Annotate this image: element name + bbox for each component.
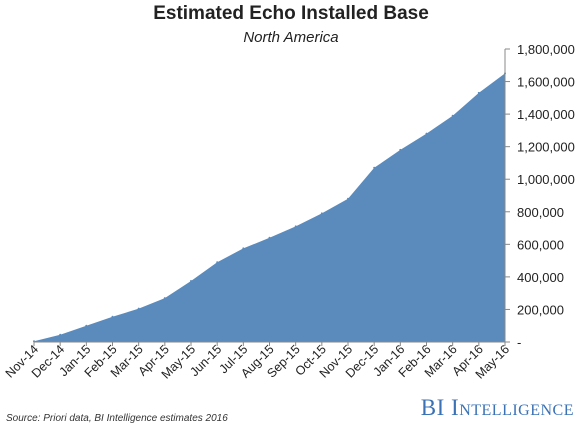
source-note: Source: Priori data, BI Intelligence est… xyxy=(6,413,228,424)
chart-title: Estimated Echo Installed Base xyxy=(153,3,429,24)
y-tick-label: 800,000 xyxy=(517,205,564,220)
data-point xyxy=(242,247,245,250)
data-point xyxy=(137,307,140,310)
data-point xyxy=(320,212,323,215)
data-point xyxy=(347,197,349,200)
data-point xyxy=(294,225,297,228)
data-point xyxy=(268,236,271,239)
data-point xyxy=(111,315,114,318)
y-tick-label: 200,000 xyxy=(517,302,564,317)
data-point xyxy=(451,114,454,117)
y-tick-label: 1,800,000 xyxy=(517,42,575,57)
data-point xyxy=(477,91,480,94)
area-series xyxy=(34,73,505,343)
y-tick-label: - xyxy=(517,335,521,350)
data-point xyxy=(190,280,192,282)
y-tick-label: 600,000 xyxy=(517,237,564,252)
brand-logo: BI Intelligence xyxy=(420,395,574,420)
y-tick-label: 1,400,000 xyxy=(517,107,575,122)
y-tick-label: 400,000 xyxy=(517,270,564,285)
data-point xyxy=(425,132,428,135)
data-point xyxy=(399,148,402,151)
data-point xyxy=(163,297,166,300)
data-point xyxy=(85,324,88,327)
data-point xyxy=(59,333,62,336)
data-point xyxy=(373,166,376,169)
y-tick-label: 1,600,000 xyxy=(517,75,575,90)
data-point xyxy=(216,261,219,264)
chart-subtitle: North America xyxy=(243,29,339,46)
y-tick-label: 1,200,000 xyxy=(517,140,575,155)
y-tick-label: 1,000,000 xyxy=(517,172,575,187)
